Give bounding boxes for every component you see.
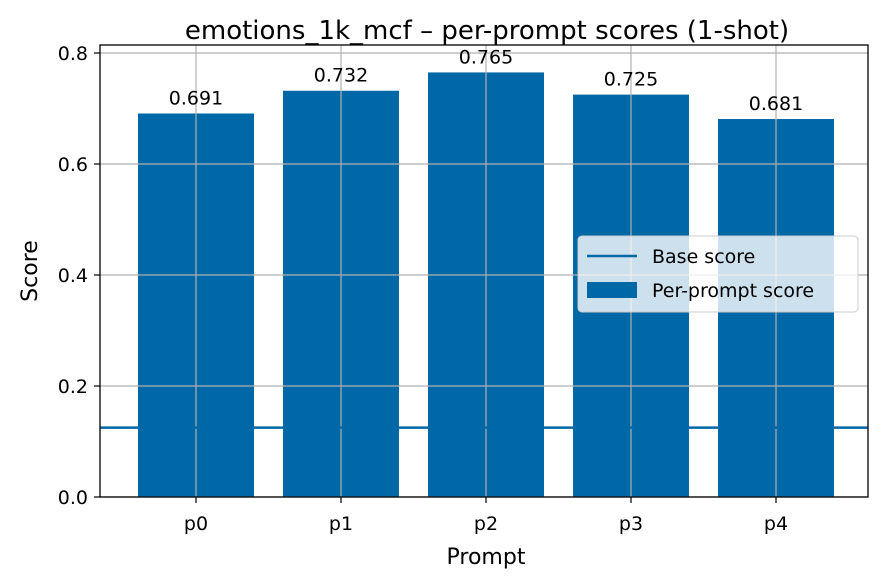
x-axis-label: Prompt	[447, 545, 526, 570]
legend-per-prompt-swatch	[587, 282, 637, 298]
legend-box	[577, 235, 859, 313]
legend-per-prompt-label: Per-prompt score	[652, 280, 814, 302]
x-tick-label-p1: p1	[329, 513, 353, 535]
legend-base-score-label: Base score	[652, 246, 755, 268]
data-label-p3: 0.725	[604, 69, 658, 91]
x-tick-label-p3: p3	[619, 513, 643, 535]
data-label-p1: 0.732	[314, 65, 368, 87]
y-tick-label: 0.4	[58, 265, 88, 287]
data-label-p0: 0.691	[169, 87, 223, 109]
y-tick-label: 0.6	[58, 154, 88, 176]
data-labels: 0.691 0.732 0.765 0.725 0.681	[169, 46, 803, 115]
y-tick-label: 0.8	[58, 43, 88, 65]
data-label-p4: 0.681	[749, 93, 803, 115]
y-axis-ticks: 0.0 0.2 0.4 0.6 0.8	[58, 43, 100, 509]
plot-frame	[99, 44, 869, 498]
x-tick-label-p2: p2	[474, 513, 498, 535]
x-tick-label-p0: p0	[184, 513, 208, 535]
x-axis-ticks: p0 p1 p2 p3 p4	[184, 497, 788, 535]
legend: Base score Per-prompt score	[577, 235, 859, 313]
y-tick-label: 0.0	[58, 487, 88, 509]
y-tick-label: 0.2	[58, 376, 88, 398]
y-axis-label: Score	[18, 240, 43, 302]
chart-title: emotions_1k_mcf – per-prompt scores (1-s…	[185, 16, 789, 46]
data-label-p2: 0.765	[459, 46, 513, 68]
x-tick-label-p4: p4	[764, 513, 788, 535]
